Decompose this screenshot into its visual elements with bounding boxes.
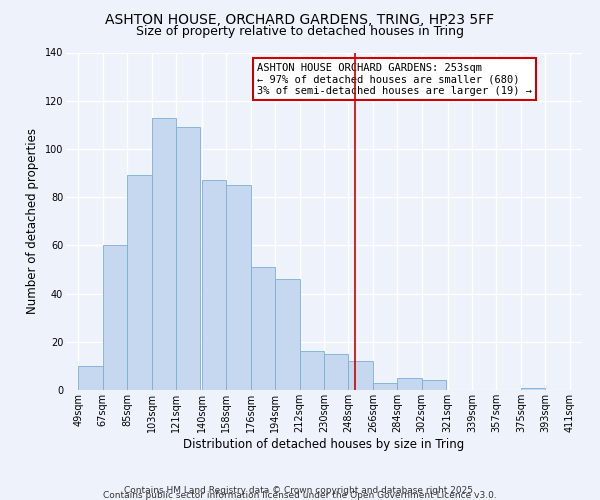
Bar: [152, 118, 176, 390]
Bar: [202, 180, 226, 390]
Bar: [103, 246, 127, 390]
Bar: [299, 352, 324, 390]
Bar: [251, 267, 275, 390]
Bar: [176, 127, 200, 390]
Bar: [422, 380, 446, 390]
Text: Size of property relative to detached houses in Tring: Size of property relative to detached ho…: [136, 25, 464, 38]
Text: Contains HM Land Registry data © Crown copyright and database right 2025.: Contains HM Land Registry data © Crown c…: [124, 486, 476, 495]
Bar: [78, 366, 103, 390]
Text: ASHTON HOUSE ORCHARD GARDENS: 253sqm
← 97% of detached houses are smaller (680)
: ASHTON HOUSE ORCHARD GARDENS: 253sqm ← 9…: [257, 62, 532, 96]
Bar: [373, 383, 397, 390]
Y-axis label: Number of detached properties: Number of detached properties: [26, 128, 39, 314]
X-axis label: Distribution of detached houses by size in Tring: Distribution of detached houses by size …: [184, 438, 464, 450]
Bar: [397, 378, 422, 390]
Bar: [521, 388, 545, 390]
Bar: [226, 185, 251, 390]
Bar: [127, 176, 152, 390]
Bar: [275, 279, 299, 390]
Bar: [324, 354, 349, 390]
Text: ASHTON HOUSE, ORCHARD GARDENS, TRING, HP23 5FF: ASHTON HOUSE, ORCHARD GARDENS, TRING, HP…: [106, 12, 494, 26]
Bar: [349, 361, 373, 390]
Text: Contains public sector information licensed under the Open Government Licence v3: Contains public sector information licen…: [103, 491, 497, 500]
